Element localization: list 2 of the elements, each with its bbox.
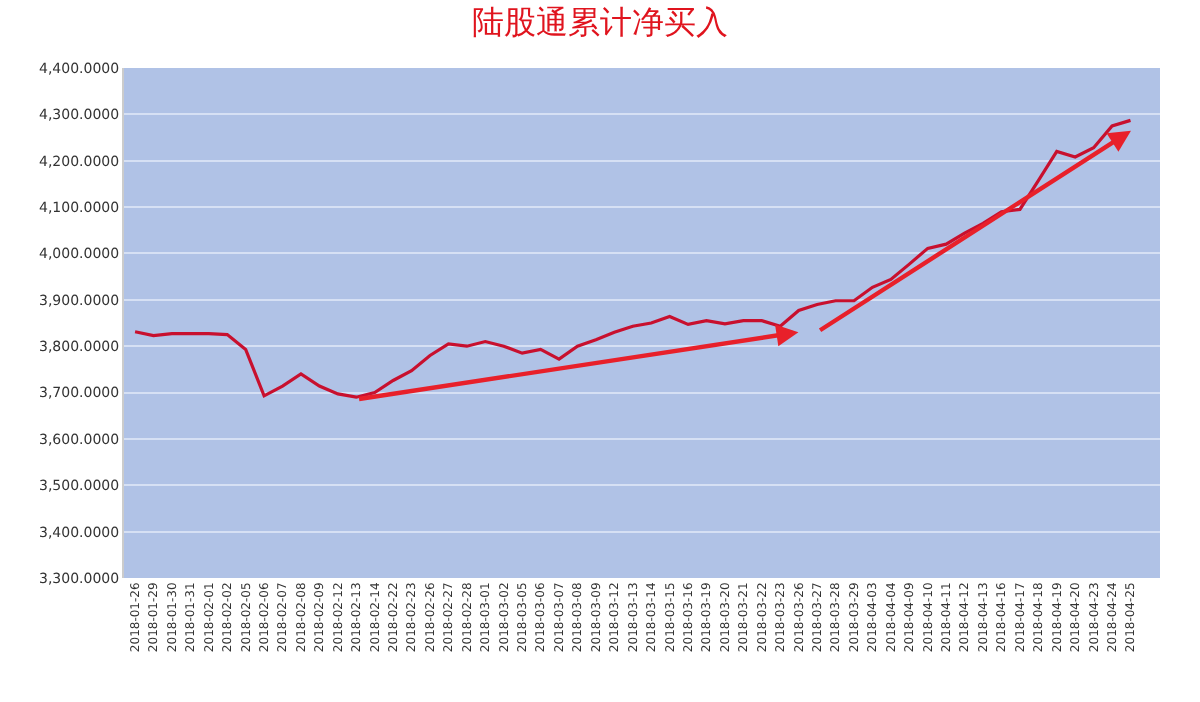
- line-series: [133, 118, 1133, 399]
- chart-title: 陆股通累计净买入: [472, 2, 728, 41]
